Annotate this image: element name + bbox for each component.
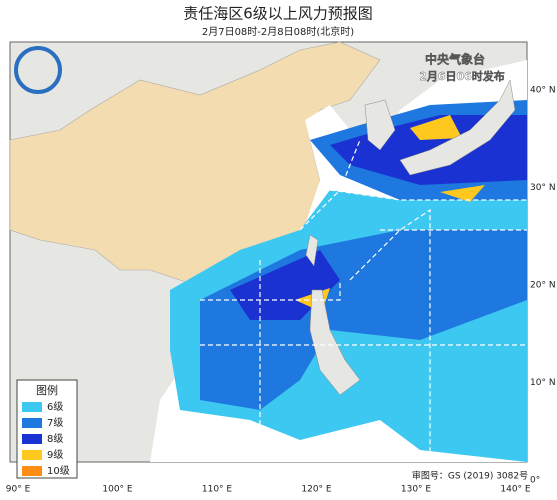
approval-number: 审图号：GS (2019) 3082号 xyxy=(412,470,528,482)
legend-label: 9级 xyxy=(47,449,63,461)
wind-9 xyxy=(410,115,462,140)
lon-label: 90° E xyxy=(6,485,31,495)
map xyxy=(9,41,528,463)
lon-label: 130° E xyxy=(401,485,432,495)
issue-time: 2月6日06时发布 xyxy=(419,69,505,83)
lat-label: 0° xyxy=(530,476,540,486)
philippines xyxy=(309,289,361,396)
legend-swatch xyxy=(22,450,42,460)
lat-label: 20° N xyxy=(530,281,556,291)
legend-label: 6级 xyxy=(47,401,63,413)
wind-9 xyxy=(440,185,485,202)
lon-label: 120° E xyxy=(301,485,332,495)
legend-title: 图例 xyxy=(36,383,58,397)
title: 责任海区6级以上风力预报图 xyxy=(183,5,373,23)
lon-label: 140° E xyxy=(500,485,531,495)
lon-label: 100° E xyxy=(102,485,133,495)
legend-swatch xyxy=(22,402,42,412)
lat-label: 10° N xyxy=(530,378,556,388)
lat-label: 40° N xyxy=(530,86,556,96)
legend-label: 10级 xyxy=(47,465,70,477)
japan xyxy=(399,79,516,176)
legend-swatch xyxy=(22,418,42,428)
legend-box xyxy=(16,379,78,479)
taiwan xyxy=(305,234,319,267)
lat-label: 30° N xyxy=(530,183,556,193)
legend-label: 8级 xyxy=(47,433,63,445)
legend-swatch xyxy=(22,434,42,444)
lon-label: 110° E xyxy=(202,485,233,495)
boundary-lines xyxy=(200,139,527,462)
korea xyxy=(364,99,396,151)
legend-label: 7级 xyxy=(47,417,63,429)
issuer-name: 中央气象台 xyxy=(425,52,485,67)
subtitle: 2月7日08时-2月8日08时(北京时) xyxy=(202,25,354,38)
legend-swatch xyxy=(22,466,42,476)
logo xyxy=(14,46,62,94)
legend: 图例 6级 7级 8级 9级 10级 xyxy=(16,379,78,479)
